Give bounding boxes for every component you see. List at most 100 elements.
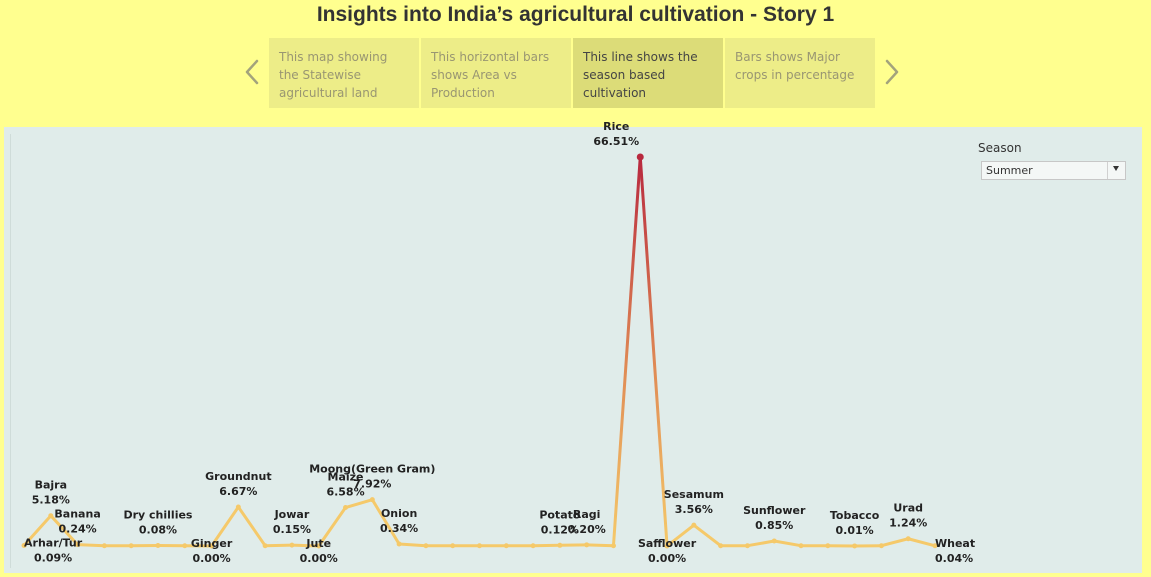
series-line-segment bbox=[22, 514, 53, 547]
data-label-value: 0.34% bbox=[380, 522, 418, 535]
data-label-category: Bajra bbox=[35, 479, 67, 492]
series-line-segment bbox=[290, 543, 321, 548]
data-label-value: 1.24% bbox=[889, 517, 927, 530]
season-dropdown[interactable]: Summer bbox=[981, 161, 1126, 180]
series-line-segment bbox=[692, 523, 723, 548]
series-line-segment bbox=[317, 506, 348, 548]
data-point[interactable] bbox=[477, 543, 482, 549]
data-point[interactable] bbox=[503, 543, 509, 549]
story-point-caption[interactable]: This horizontal bars shows Area vs Produ… bbox=[421, 38, 571, 108]
data-label-value: 66.51% bbox=[593, 135, 639, 148]
story-point-caption[interactable]: Bars shows Major crops in percentage bbox=[725, 38, 875, 108]
previous-story-point-button[interactable] bbox=[240, 52, 264, 92]
chevron-left-icon bbox=[245, 59, 259, 85]
data-label-value: 0.00% bbox=[300, 552, 338, 565]
dropdown-divider bbox=[1107, 162, 1108, 179]
data-point[interactable] bbox=[932, 543, 938, 549]
data-label-category: Banana bbox=[54, 508, 100, 521]
data-point[interactable] bbox=[744, 543, 750, 549]
data-label-category: Sesamum bbox=[664, 488, 724, 501]
series-line-segment bbox=[344, 498, 374, 510]
data-point[interactable] bbox=[423, 543, 429, 549]
series-line-segment bbox=[745, 539, 776, 548]
series-line-segment bbox=[611, 155, 642, 548]
data-point[interactable] bbox=[584, 542, 590, 548]
data-label-value: 0.85% bbox=[755, 519, 793, 532]
series-line-segment bbox=[879, 537, 910, 548]
data-point[interactable] bbox=[209, 543, 215, 549]
data-label-value: 0.08% bbox=[139, 524, 177, 537]
data-point[interactable] bbox=[610, 543, 616, 549]
data-point[interactable] bbox=[771, 538, 777, 544]
story-point-caption-active[interactable]: This line shows the season based cultiva… bbox=[573, 38, 723, 108]
data-label-value: 7.92% bbox=[353, 478, 391, 491]
data-point[interactable] bbox=[343, 505, 349, 511]
data-point[interactable] bbox=[557, 542, 563, 548]
data-label-category: Sunflower bbox=[743, 504, 806, 517]
next-story-point-button[interactable] bbox=[880, 52, 904, 92]
data-point[interactable] bbox=[101, 543, 107, 549]
data-label-value: 0.09% bbox=[34, 551, 72, 564]
data-label-value: 6.67% bbox=[219, 485, 257, 498]
data-label-value: 0.24% bbox=[59, 523, 97, 536]
data-label-category: Ragi bbox=[573, 508, 601, 521]
data-point[interactable] bbox=[905, 536, 911, 542]
data-point[interactable] bbox=[798, 543, 804, 549]
series-line-segment bbox=[397, 542, 428, 548]
data-point[interactable] bbox=[450, 543, 456, 549]
data-point[interactable] bbox=[691, 522, 697, 528]
data-label-value: 0.12% bbox=[541, 523, 579, 536]
series-line-segment bbox=[370, 498, 401, 546]
data-point[interactable] bbox=[21, 542, 27, 548]
data-label-value: 5.18% bbox=[32, 494, 70, 507]
data-point[interactable] bbox=[262, 543, 268, 549]
data-label-category: Wheat bbox=[935, 537, 975, 550]
series-line-segment bbox=[263, 543, 294, 548]
data-point[interactable] bbox=[182, 543, 188, 549]
data-label-value: 0.15% bbox=[273, 523, 311, 536]
chevron-down-icon bbox=[1113, 166, 1119, 171]
data-label-value: 0.20% bbox=[568, 523, 606, 536]
data-label-category: Dry chillies bbox=[123, 509, 192, 522]
data-label-category: Arhar/Tur bbox=[24, 536, 83, 549]
data-point[interactable] bbox=[48, 513, 54, 519]
data-point[interactable] bbox=[316, 543, 322, 549]
data-label-category: Urad bbox=[893, 502, 923, 515]
series-line-segment bbox=[906, 537, 937, 548]
data-label-category: Groundnut bbox=[205, 470, 271, 483]
data-point[interactable] bbox=[825, 543, 831, 549]
data-point[interactable] bbox=[852, 543, 858, 549]
data-label-category: Maize bbox=[328, 471, 364, 484]
series-line-segment bbox=[236, 505, 267, 548]
data-point[interactable] bbox=[664, 543, 670, 549]
season-selected-value: Summer bbox=[986, 164, 1033, 177]
data-label-value: 3.56% bbox=[675, 503, 713, 516]
data-label-value: 0.01% bbox=[836, 524, 874, 537]
panel-divider bbox=[10, 134, 11, 568]
data-label-value: 0.00% bbox=[192, 552, 230, 565]
data-label-category: Jowar bbox=[274, 508, 310, 521]
data-point[interactable] bbox=[289, 542, 295, 548]
series-line-segment bbox=[210, 505, 240, 548]
data-label-category: Onion bbox=[381, 507, 417, 520]
data-point[interactable] bbox=[396, 541, 402, 547]
data-point[interactable] bbox=[636, 153, 644, 161]
data-label-value: 0.00% bbox=[648, 552, 686, 565]
story-point-caption[interactable]: This map showing the Statewise agricultu… bbox=[269, 38, 419, 108]
data-label-category: Safflower bbox=[638, 537, 697, 550]
data-point[interactable] bbox=[369, 497, 375, 503]
data-label-category: Tobacco bbox=[830, 509, 880, 522]
data-label-category: Potato bbox=[539, 508, 581, 521]
data-point[interactable] bbox=[878, 543, 884, 549]
story-title: Insights into India’s agricultural culti… bbox=[316, 3, 835, 26]
data-point[interactable] bbox=[75, 542, 81, 548]
data-label-category: Rice bbox=[603, 120, 629, 133]
data-point[interactable] bbox=[718, 543, 724, 549]
data-point[interactable] bbox=[128, 543, 134, 549]
data-point[interactable] bbox=[530, 543, 536, 549]
data-label-category: Jute bbox=[305, 537, 331, 550]
data-point[interactable] bbox=[155, 543, 161, 549]
series-line-segment bbox=[638, 155, 669, 548]
dashboard-panel bbox=[4, 127, 1142, 573]
data-point[interactable] bbox=[235, 504, 241, 510]
